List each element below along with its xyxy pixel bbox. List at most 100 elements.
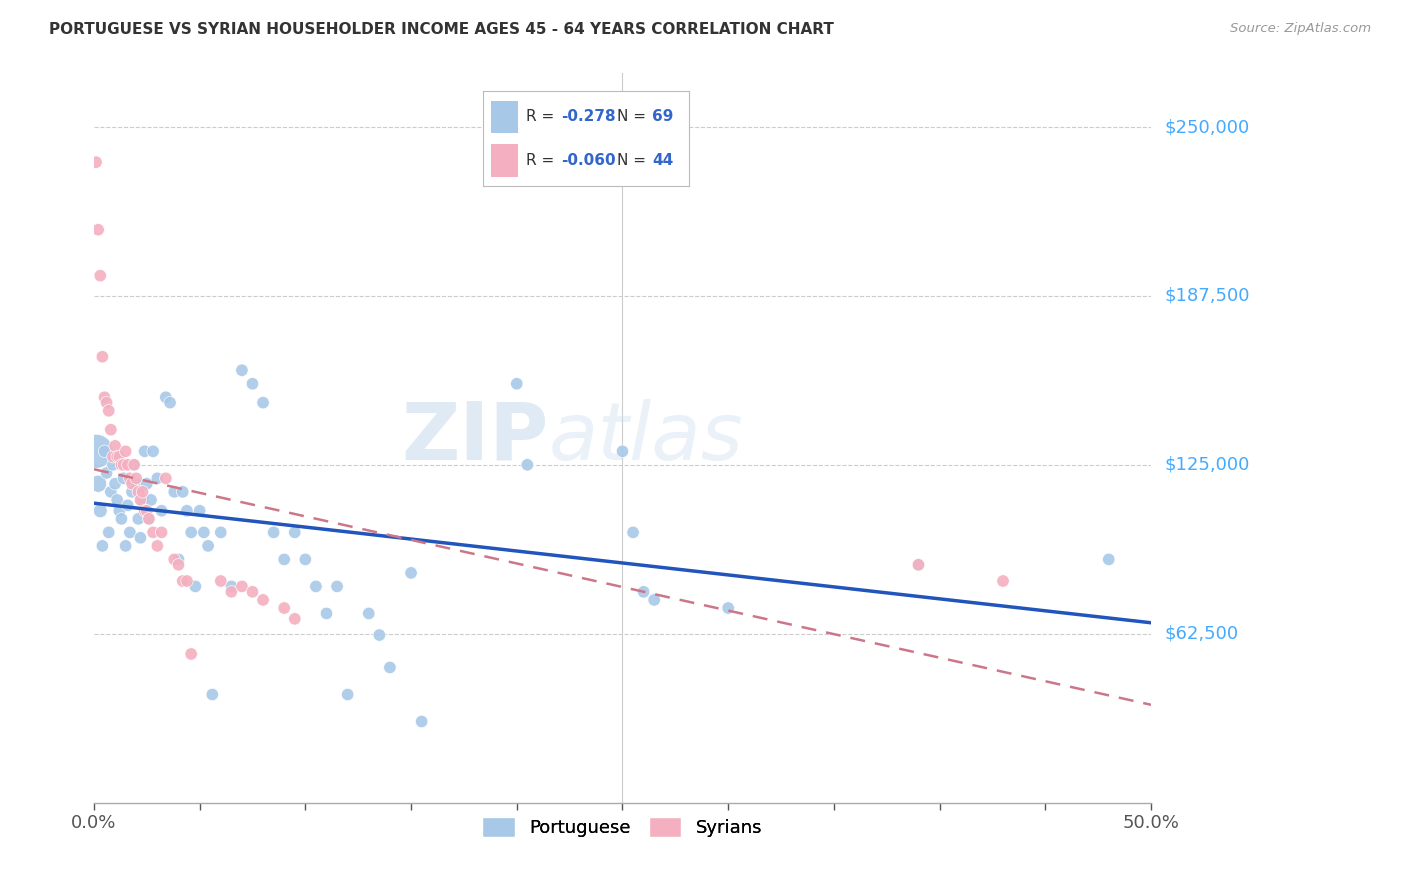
Point [201,688,224,702]
Point [193,525,215,540]
Point [87,476,110,491]
Point [122,458,145,472]
Text: Source: ZipAtlas.com: Source: ZipAtlas.com [1230,22,1371,36]
Point [127,484,149,499]
Point [172,484,194,499]
Point [96,395,118,409]
Point [242,584,264,599]
Point [176,574,198,588]
Point [155,390,177,404]
Text: PORTUGUESE VS SYRIAN HOUSEHOLDER INCOME AGES 45 - 64 YEARS CORRELATION CHART: PORTUGUESE VS SYRIAN HOUSEHOLDER INCOME … [49,22,834,37]
Point [231,363,253,377]
Point [399,566,422,580]
Point [221,584,243,599]
Point [411,714,433,729]
Point [176,504,198,518]
Point [336,688,359,702]
Point [104,476,127,491]
Point [104,439,127,453]
Point [118,525,141,540]
Point [100,484,122,499]
Point [129,531,152,545]
Point [146,539,169,553]
Text: $187,500: $187,500 [1166,287,1250,305]
Text: $125,000: $125,000 [1166,456,1250,474]
Point [252,395,274,409]
Point [150,504,173,518]
Point [273,601,295,615]
Point [125,476,148,491]
Point [633,584,655,599]
Point [273,552,295,566]
Point [114,444,136,458]
Point [138,512,160,526]
Point [368,628,391,642]
Point [105,450,128,464]
Point [127,512,149,526]
Point [506,376,529,391]
Text: ZIP: ZIP [401,399,548,477]
Point [93,444,115,458]
Point [167,552,190,566]
Point [180,647,202,661]
Point [101,458,124,472]
Point [89,268,111,283]
Point [357,607,380,621]
Point [252,593,274,607]
Point [135,476,157,491]
Point [97,403,120,417]
Point [209,574,232,588]
Point [991,574,1014,588]
Point [643,593,665,607]
Point [91,539,114,553]
Point [87,223,110,237]
Point [159,395,181,409]
Point [150,525,173,540]
Point [294,552,316,566]
Point [135,504,157,518]
Point [96,466,118,480]
Point [163,552,186,566]
Point [84,444,107,458]
Text: atlas: atlas [548,399,744,477]
Point [188,504,211,518]
Point [142,444,165,458]
Point [117,499,139,513]
Point [112,471,135,485]
Point [134,504,156,518]
Point [612,444,634,458]
Point [108,450,131,464]
Point [209,525,232,540]
Point [129,492,152,507]
Point [717,601,740,615]
Point [139,492,162,507]
Point [105,492,128,507]
Point [121,484,143,499]
Point [134,444,156,458]
Point [907,558,929,572]
Point [108,504,131,518]
Point [221,579,243,593]
Point [184,579,207,593]
Point [315,607,337,621]
Point [110,512,132,526]
Point [100,423,122,437]
Point [284,525,307,540]
Point [516,458,538,472]
Point [907,558,929,572]
Point [242,376,264,391]
Point [91,350,114,364]
Point [97,525,120,540]
Point [197,539,219,553]
Point [117,458,139,472]
Point [305,579,328,593]
Point [114,539,136,553]
Point [180,525,202,540]
Point [101,450,124,464]
Point [84,155,107,169]
Point [378,660,401,674]
Point [172,574,194,588]
Point [146,471,169,485]
Text: $62,500: $62,500 [1166,624,1239,643]
Point [110,458,132,472]
